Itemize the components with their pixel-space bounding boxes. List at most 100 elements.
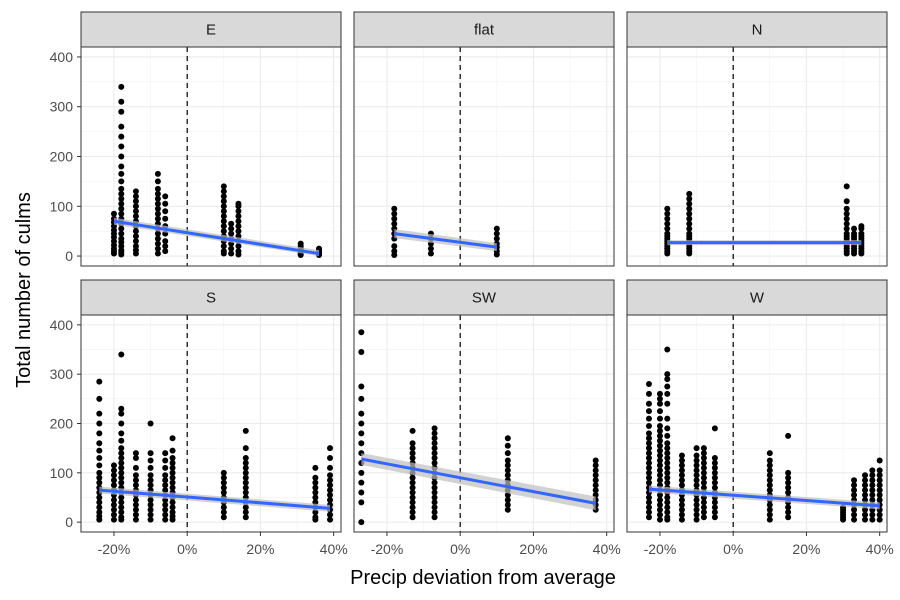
data-point [235, 243, 242, 250]
data-point [110, 462, 117, 469]
data-point [504, 506, 511, 513]
data-point [592, 482, 599, 489]
data-point [220, 208, 227, 215]
data-point [678, 472, 685, 479]
data-point [431, 445, 438, 452]
data-point [118, 479, 125, 486]
data-point [693, 445, 700, 452]
data-point [431, 499, 438, 506]
data-point [431, 514, 438, 521]
data-point [154, 205, 161, 212]
data-point [147, 506, 154, 513]
data-point [766, 457, 773, 464]
data-point [869, 496, 876, 503]
data-point [235, 223, 242, 230]
data-point [391, 215, 398, 222]
data-point [862, 516, 869, 523]
data-point [162, 215, 169, 222]
data-point [118, 170, 125, 177]
data-point [169, 504, 176, 511]
data-point [242, 484, 249, 491]
data-point [678, 511, 685, 518]
data-point [645, 479, 652, 486]
data-point [96, 469, 103, 476]
data-point [220, 243, 227, 250]
data-point [431, 450, 438, 457]
data-point [118, 190, 125, 197]
data-point [678, 452, 685, 459]
facet-label: flat [474, 22, 495, 39]
data-point [686, 195, 693, 202]
data-point [312, 464, 319, 471]
data-point [504, 496, 511, 503]
data-point [118, 494, 125, 501]
fit-line [361, 457, 596, 505]
data-point [132, 233, 139, 240]
data-point [358, 499, 365, 506]
data-point [220, 474, 227, 481]
data-point [118, 504, 125, 511]
data-point [785, 504, 792, 511]
data-point [118, 410, 125, 417]
data-point [869, 492, 876, 499]
data-point [678, 516, 685, 523]
data-point [711, 504, 718, 511]
data-point [678, 457, 685, 464]
data-point [645, 440, 652, 447]
data-point [132, 243, 139, 250]
data-point [862, 477, 869, 484]
data-point [118, 210, 125, 217]
data-point [431, 435, 438, 442]
data-point [358, 410, 365, 417]
data-point [504, 467, 511, 474]
data-point [645, 430, 652, 437]
data-point [785, 514, 792, 521]
data-point [645, 509, 652, 516]
data-point [645, 445, 652, 452]
data-point [851, 511, 858, 518]
data-point [851, 506, 858, 513]
data-point [220, 223, 227, 230]
data-point [147, 450, 154, 457]
data-point [645, 415, 652, 422]
data-point [876, 467, 883, 474]
data-point [656, 496, 663, 503]
data-point [220, 248, 227, 255]
data-point [391, 243, 398, 250]
data-point [118, 235, 125, 242]
data-point [869, 516, 876, 523]
data-point [220, 509, 227, 516]
data-point [147, 457, 154, 464]
data-point [504, 501, 511, 508]
data-point [96, 430, 103, 437]
data-point [110, 472, 117, 479]
data-point [656, 422, 663, 429]
data-point [327, 455, 334, 462]
panel-border [626, 46, 888, 267]
y-tick-label: 0 [65, 248, 73, 264]
data-point [154, 195, 161, 202]
panel-flat: flat [353, 11, 615, 267]
data-point [132, 506, 139, 513]
data-point [169, 455, 176, 462]
data-point [678, 462, 685, 469]
data-point [132, 477, 139, 484]
data-point [242, 509, 249, 516]
data-point [228, 245, 235, 252]
data-point [664, 432, 671, 439]
data-point [132, 464, 139, 471]
data-point [664, 445, 671, 452]
facet-strip [353, 279, 615, 316]
data-point [118, 420, 125, 427]
fit-line [113, 219, 320, 256]
data-point [118, 474, 125, 481]
data-point [147, 477, 154, 484]
data-point [766, 462, 773, 469]
data-point [242, 459, 249, 466]
data-point [876, 511, 883, 518]
data-point [409, 455, 416, 462]
data-point [409, 474, 416, 481]
data-point [132, 496, 139, 503]
panel-border [626, 314, 888, 533]
